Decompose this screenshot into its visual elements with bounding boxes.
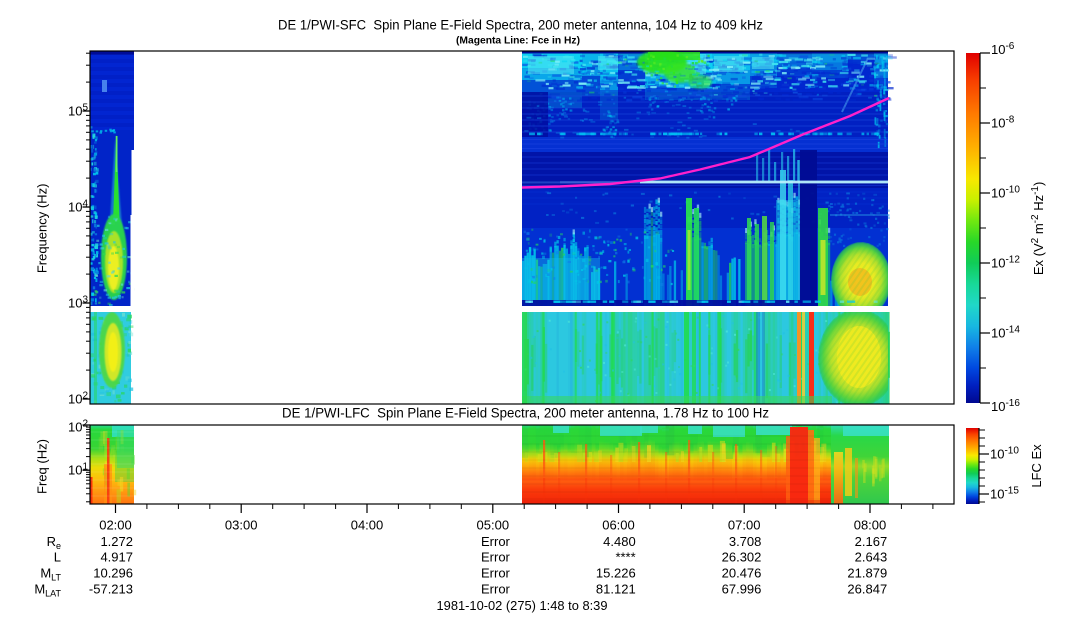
svg-text:81.121: 81.121 <box>596 582 636 597</box>
svg-text:2.643: 2.643 <box>855 549 888 564</box>
svg-text:****: **** <box>615 549 635 564</box>
svg-text:05:00: 05:00 <box>477 518 510 533</box>
svg-text:10-16: 10-16 <box>991 398 1020 414</box>
svg-text:1.272: 1.272 <box>100 534 133 549</box>
svg-text:DE 1/PWI-SFC Spin Plane E-Fie: DE 1/PWI-SFC Spin Plane E-Field Spectra,… <box>278 18 763 33</box>
svg-text:15.226: 15.226 <box>596 566 636 581</box>
svg-text:02:00: 02:00 <box>99 518 132 533</box>
svg-text:Frequency (Hz): Frequency (Hz) <box>35 184 50 274</box>
svg-text:3.708: 3.708 <box>729 534 762 549</box>
svg-text:Error: Error <box>481 566 511 581</box>
svg-text:105: 105 <box>68 103 88 119</box>
svg-text:Error: Error <box>481 582 511 597</box>
svg-text:10-10: 10-10 <box>990 446 1019 462</box>
svg-text:-57.213: -57.213 <box>89 582 133 597</box>
svg-text:102: 102 <box>68 391 88 407</box>
svg-text:Error: Error <box>481 534 511 549</box>
svg-text:21.879: 21.879 <box>847 566 887 581</box>
svg-text:1981-10-02 (275) 1:48 to 8:39: 1981-10-02 (275) 1:48 to 8:39 <box>437 599 608 613</box>
svg-text:L: L <box>54 549 61 564</box>
svg-text:4.917: 4.917 <box>100 549 133 564</box>
svg-text:26.302: 26.302 <box>722 549 762 564</box>
svg-text:08:00: 08:00 <box>854 518 887 533</box>
svg-text:10-15: 10-15 <box>990 486 1019 502</box>
svg-text:4.480: 4.480 <box>603 534 636 549</box>
svg-text:Ex (V2 m-2 Hz-1): Ex (V2 m-2 Hz-1) <box>1030 182 1046 275</box>
svg-text:(Magenta Line: Fce in Hz): (Magenta Line: Fce in Hz) <box>456 36 580 47</box>
svg-text:LFC Ex: LFC Ex <box>1029 444 1044 488</box>
svg-text:104: 104 <box>68 199 88 215</box>
svg-text:20.476: 20.476 <box>722 566 762 581</box>
svg-text:04:00: 04:00 <box>351 518 384 533</box>
svg-text:Freq (Hz): Freq (Hz) <box>35 439 50 494</box>
svg-text:10-6: 10-6 <box>991 41 1015 57</box>
svg-text:MLAT: MLAT <box>34 582 61 599</box>
svg-text:DE 1/PWI-LFC Spin Plane E-Fie: DE 1/PWI-LFC Spin Plane E-Field Spectra,… <box>282 406 769 421</box>
svg-text:26.847: 26.847 <box>847 582 887 597</box>
svg-text:06:00: 06:00 <box>602 518 635 533</box>
svg-text:10.296: 10.296 <box>93 566 133 581</box>
svg-text:MLT: MLT <box>40 566 61 583</box>
svg-text:10-12: 10-12 <box>991 255 1020 271</box>
svg-text:102: 102 <box>68 419 88 435</box>
svg-text:2.167: 2.167 <box>855 534 888 549</box>
svg-text:10-14: 10-14 <box>991 325 1020 341</box>
svg-text:10-10: 10-10 <box>991 185 1020 201</box>
svg-text:10-8: 10-8 <box>991 115 1015 131</box>
svg-text:03:00: 03:00 <box>225 518 258 533</box>
svg-text:07:00: 07:00 <box>728 518 761 533</box>
svg-text:101: 101 <box>68 462 88 478</box>
svg-text:103: 103 <box>68 295 88 311</box>
svg-text:Error: Error <box>481 549 511 564</box>
svg-text:67.996: 67.996 <box>722 582 762 597</box>
